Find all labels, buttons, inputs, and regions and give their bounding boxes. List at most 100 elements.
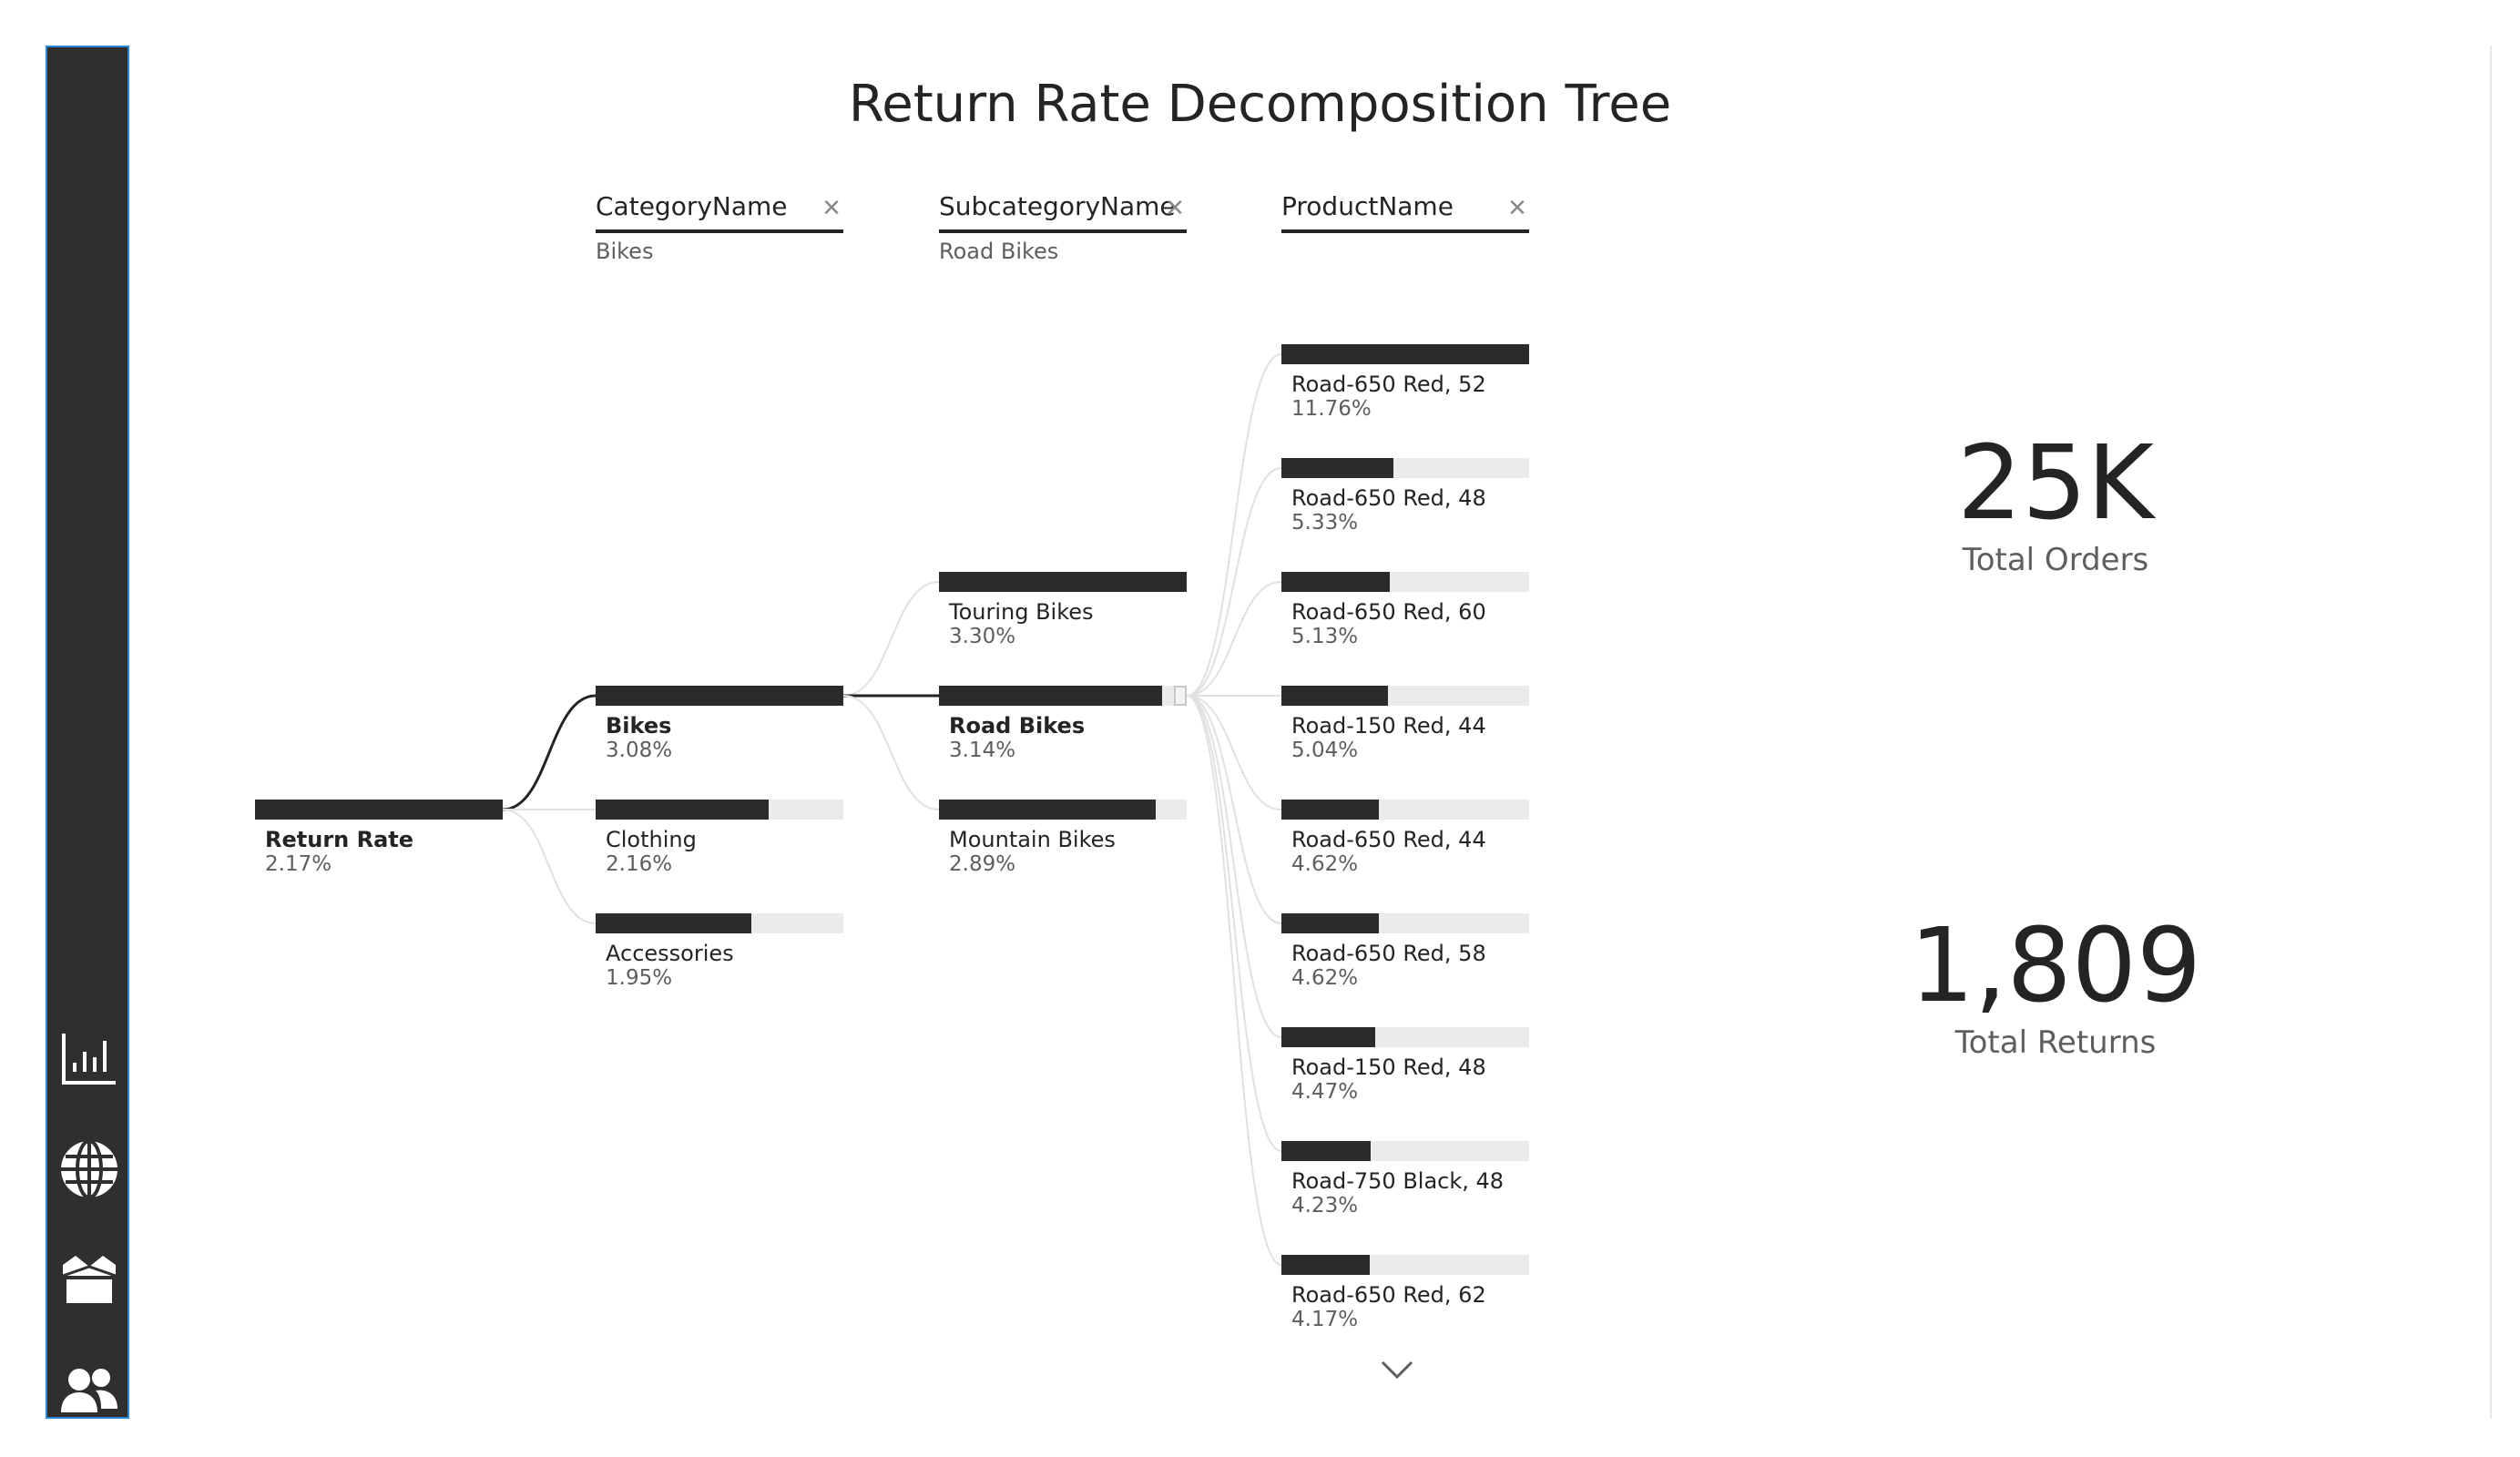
node-label: Accessories	[606, 941, 734, 966]
tree-node-category[interactable]: Bikes 3.08%	[596, 686, 843, 777]
node-value: 3.08%	[606, 739, 673, 762]
globe-icon	[61, 1139, 117, 1199]
level-field-name: SubcategoryName	[939, 191, 1176, 221]
bar-track	[1281, 686, 1529, 706]
bar-track	[1281, 1255, 1529, 1275]
tree-node-product[interactable]: Road-650 Red, 62 4.17%	[1281, 1255, 1529, 1346]
node-value: 4.62%	[1291, 966, 1359, 990]
bar-fill	[255, 800, 503, 820]
tree-node-product[interactable]: Road-650 Red, 60 5.13%	[1281, 572, 1529, 663]
node-value: 5.33%	[1291, 511, 1359, 535]
kpi-value: 1,809	[1909, 907, 2202, 1025]
users-icon	[61, 1369, 117, 1412]
bar-fill	[596, 686, 843, 706]
bar-track	[1281, 800, 1529, 820]
tree-node-product[interactable]: Road-150 Red, 48 4.47%	[1281, 1027, 1529, 1118]
tree-node-product[interactable]: Road-750 Black, 48 4.23%	[1281, 1141, 1529, 1232]
bar-track	[1281, 1141, 1529, 1161]
page-border	[2490, 46, 2492, 1419]
node-value: 3.30%	[949, 625, 1016, 648]
node-value: 1.95%	[606, 966, 673, 990]
node-value: 4.62%	[1291, 852, 1359, 876]
node-label: Road-650 Red, 52	[1291, 372, 1486, 397]
level-field-name: ProductName	[1281, 191, 1454, 221]
tree-link	[502, 809, 597, 924]
node-label: Road-150 Red, 44	[1291, 713, 1486, 739]
kpi-label: Total Returns	[1954, 1024, 2157, 1062]
box-icon	[62, 1256, 117, 1303]
tree-link	[1186, 353, 1282, 697]
level-selected-value: Bikes	[596, 239, 654, 264]
node-label: Road-150 Red, 48	[1291, 1055, 1486, 1080]
nav-customers-button[interactable]	[49, 1348, 129, 1435]
node-value: 4.17%	[1291, 1308, 1359, 1331]
node-value: 5.13%	[1291, 625, 1359, 648]
bar-track	[1281, 1027, 1529, 1047]
bar-track	[939, 686, 1187, 706]
tree-node-category[interactable]: Accessories 1.95%	[596, 913, 843, 1004]
tree-node-subcategory[interactable]: Touring Bikes 3.30%	[939, 572, 1187, 663]
tree-node-product[interactable]: Road-150 Red, 44 5.04%	[1281, 686, 1529, 777]
nav-products-button[interactable]	[49, 1237, 129, 1324]
close-icon[interactable]: ×	[1166, 190, 1184, 225]
node-value: 4.47%	[1291, 1080, 1359, 1104]
bar-track	[939, 572, 1187, 592]
bar-fill	[1281, 344, 1529, 364]
chevron-down-icon[interactable]	[1377, 1353, 1417, 1386]
level-field-name: CategoryName	[596, 191, 788, 221]
close-icon[interactable]: ×	[1508, 190, 1526, 225]
bar-fill	[1281, 572, 1390, 592]
expand-handle[interactable]	[1174, 686, 1187, 706]
node-label: Road-650 Red, 58	[1291, 941, 1486, 966]
bar-fill	[939, 572, 1187, 592]
node-label: Road-650 Red, 44	[1291, 827, 1486, 852]
nav-map-button[interactable]	[49, 1126, 129, 1213]
tree-node-category[interactable]: Clothing 2.16%	[596, 800, 843, 891]
tree-node-product[interactable]: Road-650 Red, 44 4.62%	[1281, 800, 1529, 891]
level-selected-value: Road Bikes	[939, 239, 1059, 264]
level-header-product: ProductName ×	[1281, 189, 1529, 233]
bar-track	[1281, 572, 1529, 592]
node-value: 2.89%	[949, 852, 1016, 876]
tree-link	[1186, 695, 1282, 1266]
tree-node-subcategory[interactable]: Mountain Bikes 2.89%	[939, 800, 1187, 891]
bar-fill	[1281, 458, 1393, 478]
bar-track	[939, 800, 1187, 820]
close-icon[interactable]: ×	[822, 190, 841, 225]
tree-link	[1186, 695, 1282, 1152]
tree-node-product[interactable]: Road-650 Red, 52 11.76%	[1281, 344, 1529, 435]
kpi-label: Total Orders	[1962, 542, 2149, 579]
node-value: 5.04%	[1291, 739, 1359, 762]
bar-fill	[1281, 686, 1388, 706]
kpi-card-orders: 25K Total Orders	[1828, 424, 2283, 579]
tree-link	[842, 581, 940, 697]
tree-node-product[interactable]: Road-650 Red, 58 4.62%	[1281, 913, 1529, 1004]
node-label: Touring Bikes	[949, 599, 1094, 625]
tree-node-subcategory[interactable]: Road Bikes 3.14%	[939, 686, 1187, 777]
level-header-category: CategoryName ×	[596, 189, 843, 233]
bar-track	[596, 686, 843, 706]
tree-link	[1186, 695, 1282, 810]
node-value: 11.76%	[1291, 397, 1372, 421]
node-label: Road-750 Black, 48	[1291, 1168, 1505, 1194]
node-value: 2.17%	[265, 852, 332, 876]
tree-node-root[interactable]: Return Rate 2.17%	[255, 800, 503, 891]
bar-fill	[1281, 800, 1379, 820]
kpi-value: 25K	[1957, 424, 2154, 543]
bar-track	[596, 800, 843, 820]
bar-track	[1281, 344, 1529, 364]
tree-node-product[interactable]: Road-650 Red, 48 5.33%	[1281, 458, 1529, 549]
tree-link-active	[502, 694, 597, 811]
node-label: Road-650 Red, 60	[1291, 599, 1486, 625]
node-label: Return Rate	[265, 827, 414, 852]
bar-fill	[939, 800, 1156, 820]
bar-track	[596, 913, 843, 933]
tree-link	[1186, 581, 1282, 697]
node-label: Road-650 Red, 48	[1291, 485, 1486, 511]
nav-overview-button[interactable]	[49, 1014, 129, 1102]
level-header-subcategory: SubcategoryName ×	[939, 189, 1187, 233]
bar-fill	[596, 913, 751, 933]
bar-fill	[1281, 913, 1379, 933]
